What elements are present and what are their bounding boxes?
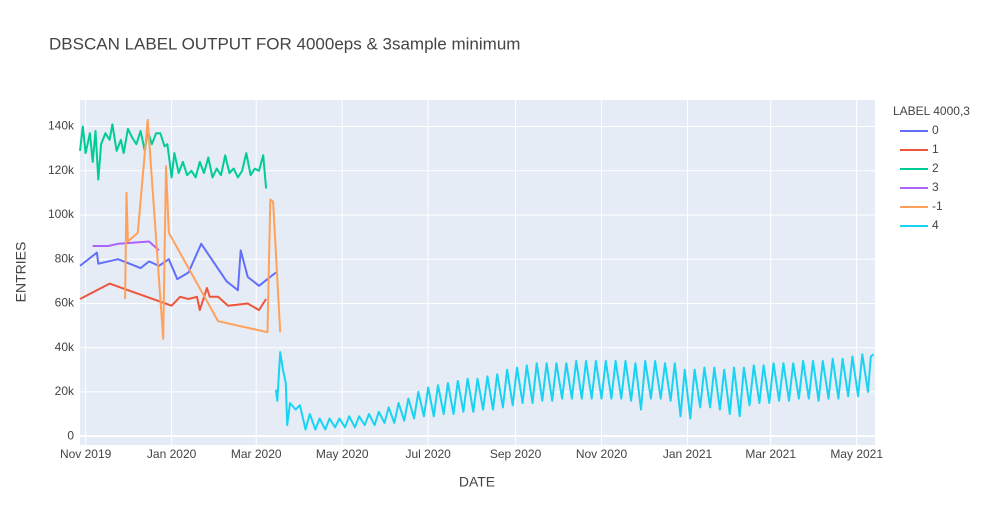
x-tick-label: Nov 2020 xyxy=(576,447,628,461)
y-tick-label: 140k xyxy=(48,119,75,133)
x-tick-label: May 2021 xyxy=(830,447,883,461)
series-line xyxy=(124,118,282,340)
x-tick-label: Jan 2020 xyxy=(147,447,197,461)
plot-area xyxy=(80,100,875,445)
legend-label: 3 xyxy=(932,180,939,194)
y-tick-label: 60k xyxy=(55,296,75,310)
x-axis-title: DATE xyxy=(459,474,495,490)
legend-label: 2 xyxy=(932,161,939,175)
legend-label: 0 xyxy=(932,123,939,137)
x-tick-label: Jan 2021 xyxy=(663,447,713,461)
series-line xyxy=(92,240,160,252)
x-tick-label: Nov 2019 xyxy=(60,447,112,461)
series-line xyxy=(79,123,268,189)
y-tick-label: 0 xyxy=(67,428,74,442)
x-tick-label: Sep 2020 xyxy=(490,447,542,461)
series-line xyxy=(79,282,267,312)
y-tick-label: 20k xyxy=(55,384,75,398)
y-tick-label: 100k xyxy=(48,207,75,221)
series-line xyxy=(79,242,277,292)
y-tick-label: 120k xyxy=(48,163,75,177)
legend-label: 1 xyxy=(932,142,939,156)
legend-label: -1 xyxy=(932,199,943,213)
x-tick-label: Mar 2020 xyxy=(231,447,282,461)
x-tick-label: May 2020 xyxy=(316,447,369,461)
series-line xyxy=(274,351,875,431)
y-axis-title: ENTRIES xyxy=(13,242,29,303)
chart-title: DBSCAN LABEL OUTPUT FOR 4000eps & 3sampl… xyxy=(49,34,520,53)
x-tick-label: Jul 2020 xyxy=(405,447,451,461)
x-tick-label: Mar 2021 xyxy=(745,447,796,461)
legend-title: LABEL 4000,3 xyxy=(893,104,970,118)
y-tick-label: 80k xyxy=(55,251,75,265)
legend-label: 4 xyxy=(932,218,939,232)
y-tick-label: 40k xyxy=(55,340,75,354)
